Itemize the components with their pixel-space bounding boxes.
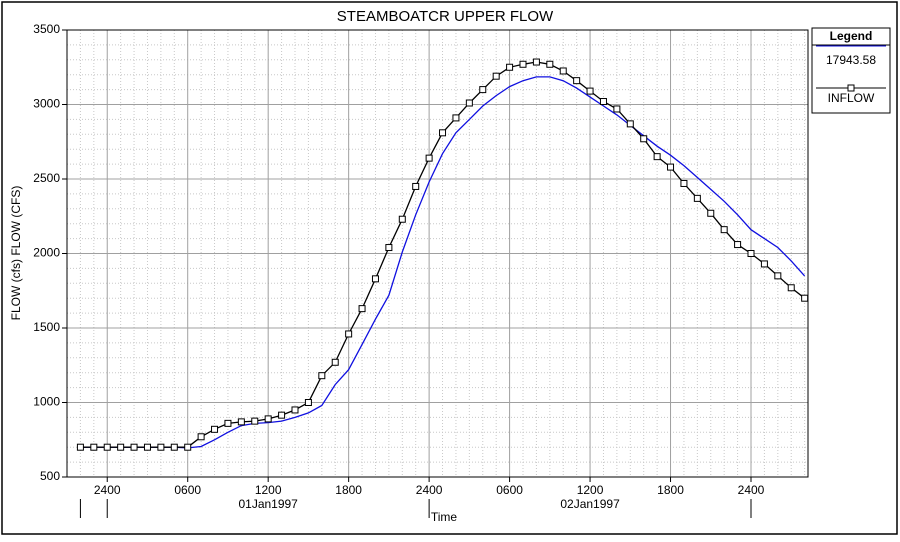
point-marker bbox=[103, 443, 111, 451]
point-marker bbox=[371, 275, 379, 283]
point-marker bbox=[76, 443, 84, 451]
point-marker bbox=[224, 419, 232, 427]
point-marker bbox=[573, 77, 581, 85]
x-axis-label: Time bbox=[431, 510, 458, 524]
y-tick-label: 1000 bbox=[33, 395, 60, 409]
point-marker bbox=[720, 226, 728, 234]
point-marker bbox=[318, 372, 326, 380]
point-marker bbox=[492, 72, 500, 80]
point-marker bbox=[479, 86, 487, 94]
point-marker bbox=[559, 67, 567, 75]
axes-frame bbox=[66, 29, 809, 478]
point-marker bbox=[278, 411, 286, 419]
point-marker bbox=[385, 244, 393, 252]
chart-title: STEAMBOATCR UPPER FLOW bbox=[337, 8, 554, 25]
point-marker bbox=[90, 443, 98, 451]
point-marker bbox=[586, 87, 594, 95]
point-marker bbox=[452, 114, 460, 122]
y-tick-label: 1500 bbox=[33, 320, 60, 334]
y-tick-label: 2500 bbox=[33, 171, 60, 185]
point-marker bbox=[653, 153, 661, 161]
y-tick-label: 3500 bbox=[33, 22, 60, 36]
point-marker bbox=[439, 129, 447, 137]
x-tick-label: 2400 bbox=[94, 483, 121, 497]
point-marker bbox=[787, 284, 795, 292]
point-marker bbox=[358, 305, 366, 313]
point-marker bbox=[801, 294, 809, 302]
point-marker bbox=[398, 215, 406, 223]
point-marker bbox=[532, 58, 540, 66]
point-marker bbox=[345, 330, 353, 338]
point-marker bbox=[211, 425, 219, 433]
point-marker bbox=[157, 443, 165, 451]
point-marker bbox=[412, 182, 420, 190]
x-tick-label: 2400 bbox=[416, 483, 443, 497]
y-axis-label: FLOW (cfs) FLOW (CFS) bbox=[9, 186, 23, 321]
point-marker bbox=[331, 358, 339, 366]
legend-label: 17943.58 bbox=[826, 53, 876, 67]
point-marker bbox=[599, 98, 607, 106]
point-marker bbox=[667, 163, 675, 171]
point-marker bbox=[693, 194, 701, 202]
point-marker bbox=[264, 415, 272, 423]
point-marker bbox=[707, 209, 715, 217]
point-marker bbox=[237, 418, 245, 426]
point-marker bbox=[143, 443, 151, 451]
point-marker bbox=[734, 241, 742, 249]
point-marker bbox=[680, 179, 688, 187]
x-tick-label: 0600 bbox=[496, 483, 523, 497]
point-marker bbox=[760, 260, 768, 268]
date-label: 02Jan1997 bbox=[560, 497, 620, 511]
point-marker bbox=[117, 443, 125, 451]
y-tick-label: 500 bbox=[40, 469, 60, 483]
point-marker bbox=[425, 154, 433, 162]
y-tick-label: 3000 bbox=[33, 97, 60, 111]
point-marker bbox=[774, 272, 782, 280]
point-marker bbox=[613, 105, 621, 113]
point-marker bbox=[130, 443, 138, 451]
point-marker bbox=[465, 99, 473, 107]
x-tick-label: 1200 bbox=[255, 483, 282, 497]
legend-title: Legend bbox=[830, 29, 873, 43]
x-tick-label: 0600 bbox=[174, 483, 201, 497]
point-marker bbox=[251, 417, 259, 425]
point-marker bbox=[747, 250, 755, 257]
point-marker bbox=[170, 443, 178, 451]
legend-label: INFLOW bbox=[828, 91, 875, 105]
point-marker bbox=[519, 60, 527, 68]
legend-marker bbox=[847, 84, 855, 92]
x-tick-label: 2400 bbox=[738, 483, 765, 497]
point-marker bbox=[291, 406, 299, 414]
point-marker bbox=[546, 60, 554, 68]
point-marker bbox=[626, 120, 634, 128]
point-marker bbox=[304, 399, 312, 406]
point-marker bbox=[640, 135, 648, 143]
date-label: 01Jan1997 bbox=[238, 497, 298, 511]
legend-box bbox=[811, 27, 891, 114]
series-line bbox=[80, 76, 806, 449]
point-marker bbox=[506, 63, 514, 71]
point-marker bbox=[184, 443, 192, 451]
point-marker bbox=[197, 433, 205, 441]
x-tick-label: 1800 bbox=[335, 483, 362, 497]
x-tick-label: 1800 bbox=[657, 483, 684, 497]
y-tick-label: 2000 bbox=[33, 246, 60, 260]
x-tick-label: 1200 bbox=[577, 483, 604, 497]
